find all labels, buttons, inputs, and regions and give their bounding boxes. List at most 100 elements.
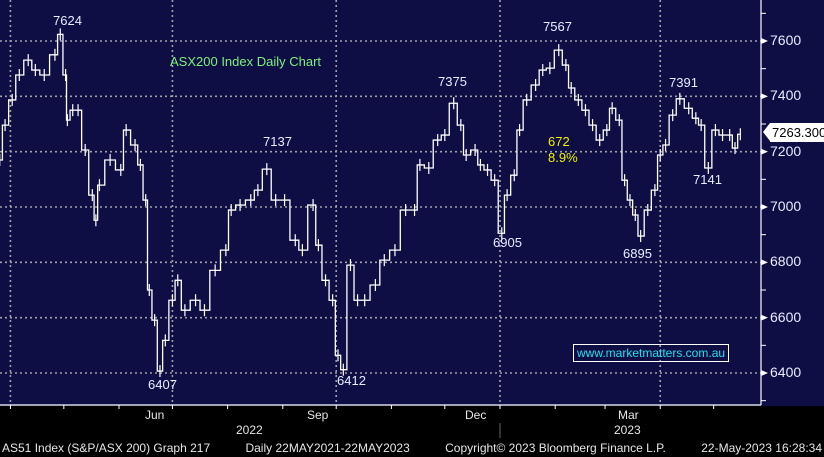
price-segment [12,74,20,101]
price-segment [612,107,620,121]
price-segment [640,209,648,237]
price-segment [501,194,508,234]
x-label-jun: Jun [145,408,165,422]
chart-title: ASX200 Index Daily Chart [170,54,322,69]
price-segment [419,164,429,169]
y-tick-label: 7400 [770,87,802,104]
last-price-tag: 7263.300 [763,123,824,142]
price-segment [145,199,150,291]
price-segment [177,279,185,311]
price-segment [679,98,689,109]
price-segment [343,264,351,371]
price-segment [313,204,319,246]
price-segment [35,69,45,76]
price-segment [364,284,376,301]
annotation-low: 6407 [148,377,177,392]
price-segment [95,184,100,221]
price-segment [195,299,205,311]
price-segment [67,109,73,121]
price-segment [126,129,136,146]
annotation-low: 7141 [693,172,722,187]
price-segment [332,299,338,356]
price-segment [318,244,326,281]
price-segment [507,174,515,196]
price-segment [28,59,36,71]
price-segment [110,159,121,171]
x-year-2022: 2022 [236,423,263,437]
annotation-peak: 7391 [669,75,698,90]
price-segment [701,124,709,169]
price-segment [19,59,29,76]
price-segment [154,319,160,372]
price-segment [428,139,438,169]
price-segment [599,129,607,141]
price-segment [149,289,155,321]
price-segment [542,67,550,71]
y-tick-label: 7600 [770,32,802,48]
price-segment [172,279,178,301]
y-tick-label: 6800 [770,253,802,270]
price-segment [585,109,593,126]
price-segment [708,129,716,169]
price-segment [225,209,232,251]
price-segment [135,144,141,166]
price-segment [535,69,543,86]
price-segment [672,98,680,116]
price-segment [231,204,241,211]
annotation-peak: 7624 [53,13,82,28]
price-segment [140,164,146,201]
footer: AS51 Index (S&P/ASX 200) Graph 217 Daily… [2,440,822,456]
price-segment [92,194,96,221]
price-segment [165,299,173,342]
price-segment [120,129,127,171]
price-segment [578,99,586,111]
price-segment [466,149,476,156]
y-tick-label: 6400 [770,364,802,380]
price-segment [284,199,296,241]
price-segment [384,249,395,261]
price-segment [5,99,13,126]
price-segment [635,214,641,237]
price-segment [60,33,66,76]
price-segment [78,109,86,151]
last-price-value: 7263.300 [770,123,824,142]
price-segment [558,49,566,66]
footer-range: Daily 22MAY2021-22MAY2023 [245,441,410,455]
footer-timestamp: 22-May-2023 16:28:34 [701,441,822,455]
price-segment [660,144,666,156]
price-segment [565,64,572,89]
price-segment [487,169,495,181]
price-segment [519,99,527,131]
price-segment [437,134,445,141]
price-segment [240,199,251,206]
price-segment [619,119,625,181]
annotation-move-points: 672 [548,134,570,149]
annotation-peak: 7137 [263,134,292,149]
price-segment [444,102,454,136]
annotation-low: 6412 [337,373,366,388]
footer-security: AS51 Index (S&P/ASX 200) Graph 217 [2,441,211,455]
annotation-peak: 7375 [438,74,467,89]
watermark-link[interactable]: www.marketmatters.com.au [573,344,730,362]
y-tick-label: 7000 [770,198,802,214]
price-segment [665,114,673,146]
price-segment [494,179,502,234]
price-segment [606,107,613,131]
footer-copyright: Copyright© 2023 Bloomberg Finance L.P. [445,441,666,455]
chart-plot-area [0,0,824,406]
price-segment [571,87,579,101]
x-label-mar: Mar [618,408,639,422]
price-segment [414,164,420,211]
annotation-peak: 7567 [543,19,572,34]
y-tick-label: 7200 [770,142,802,159]
price-segment [99,159,111,186]
price-segment [453,102,461,126]
annotation-move-percent: 8.9% [548,150,578,165]
price-segment [624,179,630,201]
price-segment [549,49,559,69]
last-price-pointer [763,123,770,141]
price-segment [257,168,267,191]
price-segment [54,33,61,56]
price-segment [295,239,303,251]
